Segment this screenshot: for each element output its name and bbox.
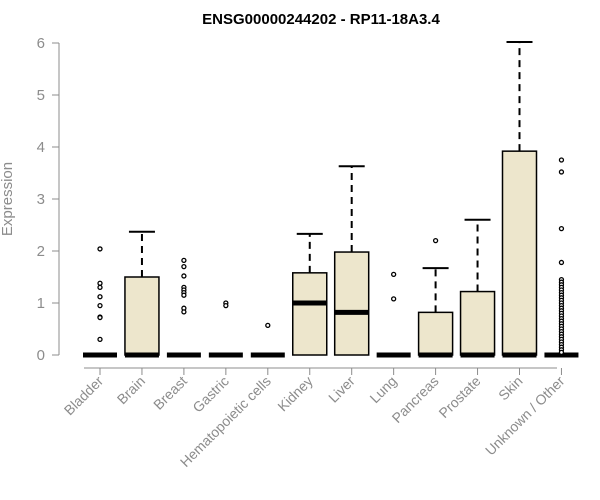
chart-title: ENSG00000244202 - RP11-18A3.4 — [202, 11, 440, 28]
x-tick-label: Brain — [114, 373, 148, 407]
outlier-point — [181, 309, 187, 315]
outlier-point — [97, 246, 103, 252]
outlier-point — [558, 225, 565, 232]
y-tick-label: 5 — [37, 87, 45, 104]
outlier-point — [181, 263, 187, 270]
box-body — [459, 290, 496, 356]
box-body — [501, 150, 538, 356]
box-hematopoietic-cells — [250, 322, 285, 358]
box-body — [292, 272, 328, 356]
outlier-point — [558, 349, 565, 356]
box-gastric — [208, 300, 243, 358]
box-skin — [501, 40, 538, 358]
outlier-point — [181, 273, 187, 279]
box-unknown-other — [544, 157, 579, 358]
boxes-group — [83, 40, 579, 358]
x-tick-label: Liver — [325, 373, 358, 406]
x-tick-label: Prostate — [435, 373, 483, 421]
x-tick-label: Kidney — [274, 373, 316, 415]
outlier-point — [97, 314, 103, 321]
x-tick-label: Unknown / Other — [482, 373, 568, 459]
outlier-point — [181, 292, 187, 298]
outlier-point — [390, 271, 397, 278]
box-kidney — [292, 232, 328, 356]
x-tick-label: Bladder — [61, 373, 107, 419]
x-tick-label: Breast — [150, 373, 190, 413]
outlier-point — [97, 280, 103, 286]
outlier-point — [558, 169, 565, 175]
x-tick-label: Skin — [495, 373, 526, 404]
outlier-point — [97, 294, 103, 300]
outlier-point — [558, 259, 565, 266]
x-tick-label: Lung — [366, 373, 399, 406]
x-tick-label: Pancreas — [389, 373, 442, 426]
outlier-point — [181, 257, 187, 264]
box-bladder — [83, 246, 117, 358]
y-tick-label: 1 — [37, 295, 45, 312]
box-brain — [124, 230, 160, 358]
outlier-point — [265, 322, 271, 329]
outlier-point — [223, 302, 229, 309]
outlier-point — [97, 302, 103, 309]
outlier-point — [97, 284, 103, 291]
box-body — [333, 251, 370, 356]
outlier-point — [558, 157, 565, 163]
outlier-point — [432, 237, 439, 244]
y-tick-label: 0 — [37, 347, 45, 364]
box-lung — [376, 271, 411, 358]
outlier-point — [390, 296, 397, 302]
box-body — [124, 276, 160, 356]
box-body — [417, 311, 454, 356]
y-axis-ticks: 0 1 2 3 4 5 6 — [37, 35, 59, 364]
y-tick-label: 2 — [37, 243, 45, 260]
y-axis-label: Expression — [0, 162, 16, 236]
box-liver — [333, 165, 370, 356]
outlier-point — [97, 336, 103, 343]
y-tick-label: 6 — [37, 35, 45, 52]
y-tick-label: 3 — [37, 191, 45, 208]
box-breast — [166, 257, 201, 358]
y-tick-label: 4 — [37, 139, 45, 156]
box-prostate — [459, 218, 496, 358]
box-pancreas — [417, 237, 454, 358]
